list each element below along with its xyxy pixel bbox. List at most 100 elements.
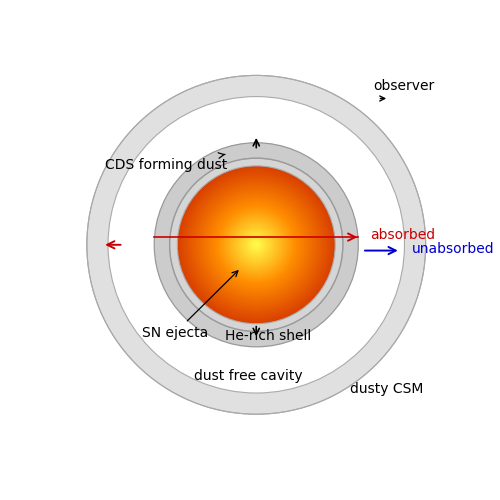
Circle shape bbox=[224, 212, 288, 277]
Circle shape bbox=[190, 178, 322, 311]
Text: dusty CSM: dusty CSM bbox=[350, 382, 424, 396]
Circle shape bbox=[254, 243, 258, 247]
Circle shape bbox=[212, 200, 300, 289]
Circle shape bbox=[178, 166, 334, 323]
Circle shape bbox=[183, 172, 330, 318]
Circle shape bbox=[196, 185, 316, 304]
Circle shape bbox=[232, 220, 280, 269]
Circle shape bbox=[217, 206, 296, 284]
Text: absorbed: absorbed bbox=[370, 228, 435, 242]
Circle shape bbox=[238, 226, 275, 263]
Circle shape bbox=[224, 213, 288, 276]
Circle shape bbox=[220, 210, 292, 280]
Circle shape bbox=[182, 170, 330, 319]
Circle shape bbox=[195, 184, 318, 306]
Circle shape bbox=[250, 239, 262, 250]
Text: He-rich shell: He-rich shell bbox=[224, 330, 311, 344]
Circle shape bbox=[209, 198, 304, 292]
Circle shape bbox=[232, 221, 280, 268]
Circle shape bbox=[255, 244, 258, 246]
Circle shape bbox=[228, 217, 284, 272]
Circle shape bbox=[254, 242, 259, 248]
Text: dust free cavity: dust free cavity bbox=[194, 368, 303, 382]
Circle shape bbox=[200, 189, 312, 300]
Circle shape bbox=[230, 219, 282, 270]
Circle shape bbox=[191, 180, 322, 310]
Circle shape bbox=[200, 188, 313, 302]
Text: unabsorbed: unabsorbed bbox=[412, 242, 495, 256]
Circle shape bbox=[189, 178, 324, 312]
Circle shape bbox=[208, 196, 305, 294]
Circle shape bbox=[194, 183, 318, 306]
Circle shape bbox=[197, 186, 316, 304]
Circle shape bbox=[226, 214, 287, 276]
Circle shape bbox=[248, 236, 265, 254]
Circle shape bbox=[205, 194, 308, 296]
Circle shape bbox=[224, 212, 289, 278]
Circle shape bbox=[244, 233, 268, 256]
Circle shape bbox=[201, 190, 312, 300]
Circle shape bbox=[170, 158, 343, 332]
Circle shape bbox=[249, 238, 264, 252]
Circle shape bbox=[196, 184, 317, 306]
Circle shape bbox=[210, 198, 303, 292]
Circle shape bbox=[243, 232, 270, 258]
Text: observer: observer bbox=[374, 78, 435, 92]
Circle shape bbox=[180, 168, 333, 322]
Circle shape bbox=[240, 228, 272, 261]
Circle shape bbox=[250, 238, 263, 252]
Circle shape bbox=[198, 186, 315, 304]
Circle shape bbox=[233, 222, 280, 268]
Circle shape bbox=[170, 158, 343, 332]
Circle shape bbox=[87, 76, 426, 414]
Circle shape bbox=[180, 169, 332, 320]
Circle shape bbox=[246, 234, 267, 256]
Circle shape bbox=[206, 195, 306, 295]
Circle shape bbox=[192, 180, 320, 310]
Circle shape bbox=[187, 176, 326, 314]
Circle shape bbox=[251, 240, 262, 250]
Circle shape bbox=[202, 190, 311, 300]
Circle shape bbox=[186, 175, 326, 314]
Circle shape bbox=[211, 200, 302, 290]
Circle shape bbox=[219, 208, 294, 282]
Circle shape bbox=[204, 193, 308, 297]
Circle shape bbox=[247, 236, 266, 254]
Circle shape bbox=[184, 172, 328, 317]
Circle shape bbox=[214, 202, 299, 288]
Circle shape bbox=[222, 212, 290, 278]
Circle shape bbox=[234, 222, 278, 267]
Text: SN ejecta: SN ejecta bbox=[142, 271, 238, 340]
Circle shape bbox=[199, 188, 314, 302]
Circle shape bbox=[242, 231, 270, 258]
Circle shape bbox=[252, 241, 260, 248]
Circle shape bbox=[194, 182, 318, 308]
Circle shape bbox=[178, 167, 334, 322]
Circle shape bbox=[188, 177, 324, 312]
Circle shape bbox=[220, 208, 293, 282]
Circle shape bbox=[182, 171, 330, 318]
Circle shape bbox=[190, 179, 322, 310]
Circle shape bbox=[236, 225, 276, 264]
Circle shape bbox=[222, 210, 291, 280]
Circle shape bbox=[184, 173, 328, 316]
Circle shape bbox=[220, 208, 292, 281]
Circle shape bbox=[232, 220, 281, 270]
Circle shape bbox=[208, 197, 304, 293]
Circle shape bbox=[178, 166, 335, 324]
Circle shape bbox=[188, 176, 324, 313]
Circle shape bbox=[186, 174, 326, 315]
Circle shape bbox=[240, 229, 272, 260]
Circle shape bbox=[230, 218, 283, 272]
Circle shape bbox=[215, 204, 298, 286]
Circle shape bbox=[204, 192, 309, 298]
Circle shape bbox=[252, 240, 261, 250]
Circle shape bbox=[182, 170, 331, 320]
Circle shape bbox=[228, 216, 285, 274]
Circle shape bbox=[234, 223, 278, 266]
Text: CDS forming dust: CDS forming dust bbox=[104, 153, 227, 172]
Circle shape bbox=[108, 96, 405, 393]
Circle shape bbox=[241, 230, 272, 260]
Circle shape bbox=[242, 230, 270, 260]
Circle shape bbox=[210, 199, 302, 291]
